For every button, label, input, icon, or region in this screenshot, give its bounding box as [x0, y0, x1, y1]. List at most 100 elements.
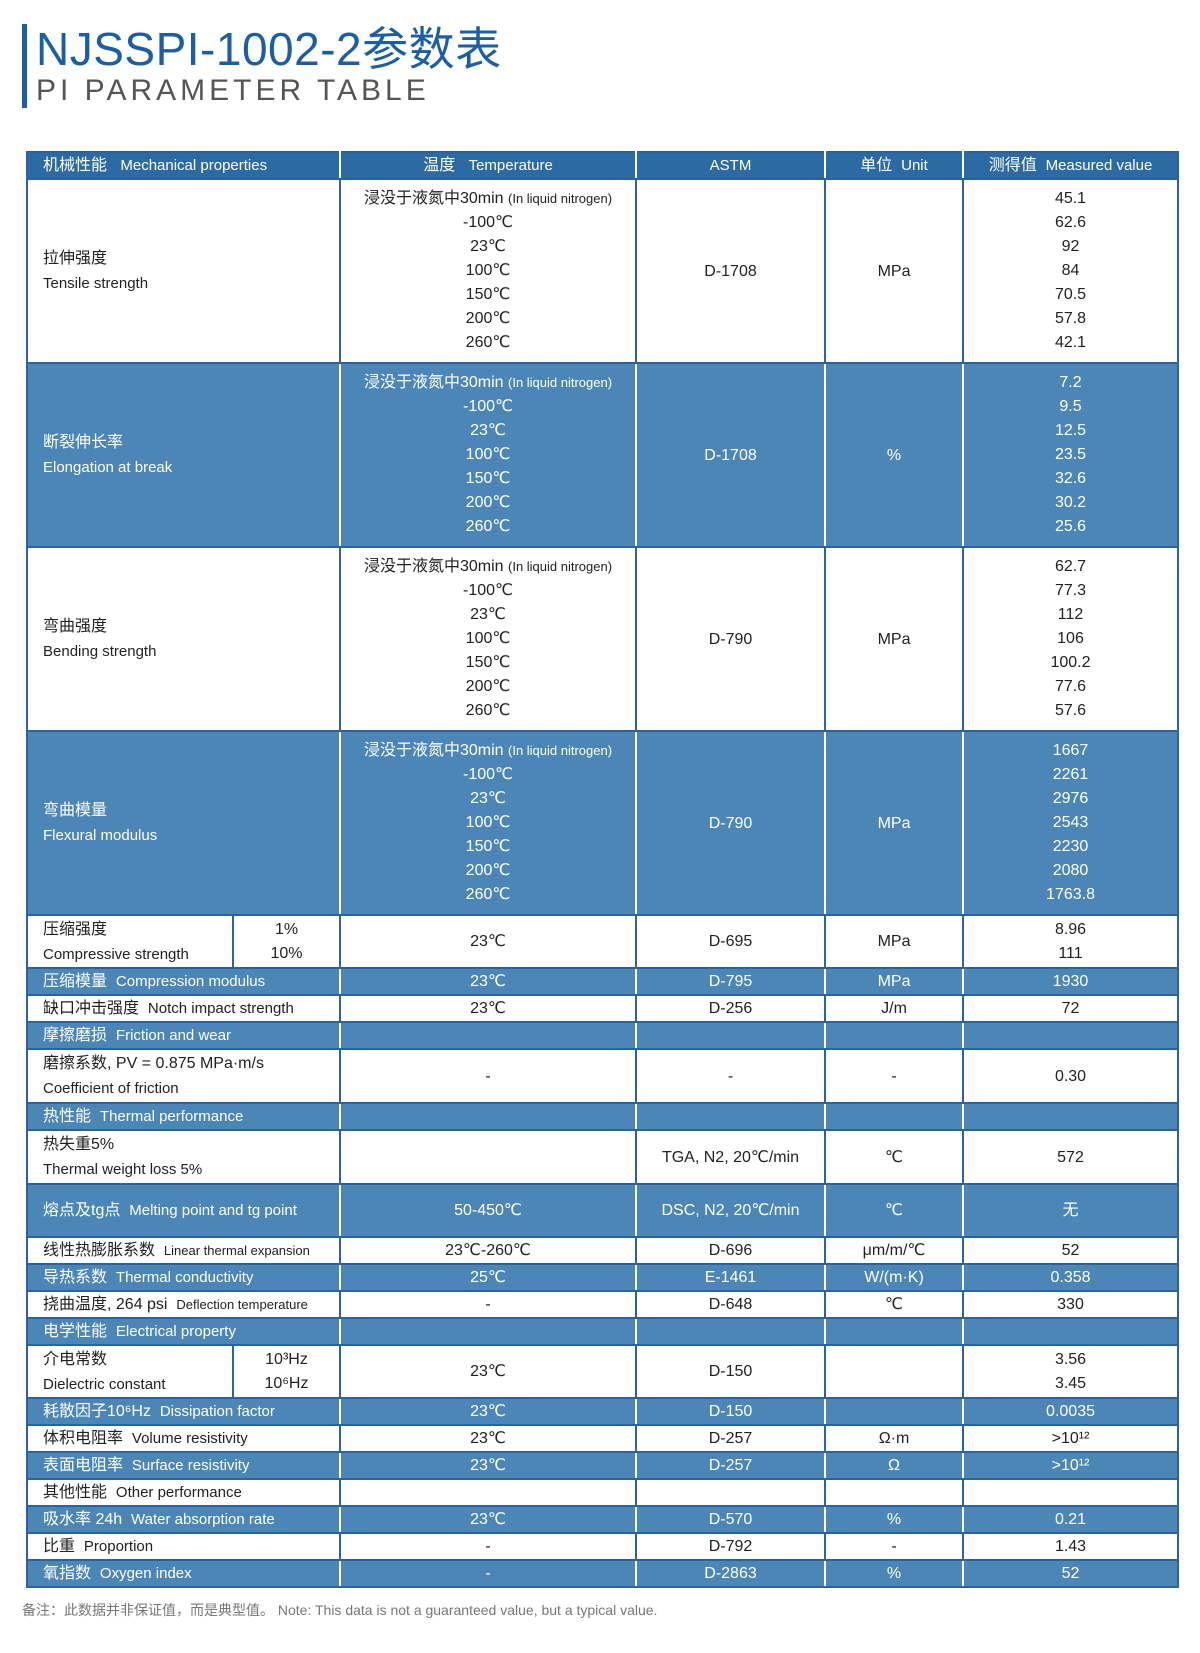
temperature-label: -100℃ — [463, 214, 514, 231]
temperature-value: - — [485, 1067, 491, 1085]
table-row: 缺口冲击强度 Notch impact strength 23℃ D-256 J/m 7… — [25, 994, 1180, 1023]
astm-cell: DSC, N2, 20℃/min — [635, 1183, 827, 1238]
measured-value: 57.8 — [1054, 310, 1087, 327]
property-cell: 体积电阻率 Volume resistivity — [25, 1424, 342, 1453]
column-header-en: ASTM — [709, 157, 752, 174]
property-name-cn: 断裂伸长率 — [43, 434, 124, 451]
property-name-en: Proportion — [83, 1538, 154, 1555]
value-cell: 1667 2261 2976 2543 2230 2080 1763.8 — [962, 730, 1180, 916]
page-subtitle: PI PARAMETER TABLE — [36, 74, 430, 107]
astm-value: D-257 — [708, 1430, 753, 1447]
empty-cell — [962, 1102, 1180, 1131]
astm-cell: D-696 — [635, 1236, 827, 1265]
temperature-value: 25℃ — [470, 1269, 506, 1286]
temperature-label: 100℃ — [465, 630, 511, 647]
table-row: 摩擦磨损 Friction and wear — [25, 1021, 1180, 1050]
astm-cell: D-150 — [635, 1397, 827, 1426]
property-name-cn: 吸水率 24h — [43, 1511, 123, 1528]
property-name-en: Volume resistivity — [131, 1430, 248, 1447]
astm-cell: D-257 — [635, 1424, 827, 1453]
temperature-value: 23℃ — [470, 1403, 506, 1420]
column-header-unit: 单位 Unit — [824, 151, 965, 180]
measured-value: 111 — [1058, 944, 1083, 962]
temperature-value: 23℃ — [470, 1363, 506, 1380]
temperature-value: 23℃-260℃ — [445, 1242, 531, 1259]
section-title-en: Thermal performance — [99, 1108, 244, 1125]
temperature-label: 浸没于液氮中30min — [363, 742, 504, 759]
astm-value: D-696 — [708, 1242, 753, 1259]
section-title-en: Electrical property — [115, 1323, 236, 1340]
unit-value: μm/m/℃ — [862, 1242, 926, 1259]
column-header-cn: 单位 — [860, 157, 893, 174]
measured-value: 72 — [1061, 1000, 1080, 1017]
unit-value: J/m — [881, 1000, 907, 1017]
unit-cell: W/(m·K) — [824, 1263, 965, 1292]
property-name-cn: 缺口冲击强度 — [43, 1000, 140, 1017]
temperature-label: 23℃ — [470, 790, 506, 807]
unit-cell: ℃ — [824, 1290, 965, 1319]
measured-value: 30.2 — [1054, 494, 1087, 511]
temperature-label: 23℃ — [470, 238, 506, 255]
measured-value: 62.6 — [1054, 214, 1087, 231]
temperature-cell: 浸没于液氮中30min (In liquid nitrogen) -100℃ 23℃… — [339, 362, 638, 548]
condition-label: 10³Hz — [265, 1350, 308, 1368]
measured-value: 1.43 — [1054, 1538, 1087, 1555]
property-cell: 弯曲强度 Bending strength — [25, 546, 342, 732]
unit-value: - — [891, 1538, 897, 1555]
property-cell: 表面电阻率 Surface resistivity — [25, 1451, 342, 1480]
measured-value: 无 — [1062, 1202, 1079, 1219]
property-cell: 挠曲温度, 264 psi Deflection temperature — [25, 1290, 342, 1319]
footnote: 备注：此数据并非保证值，而是典型值。 Note: This data is no… — [22, 1602, 658, 1618]
measured-value: 57.6 — [1054, 702, 1087, 719]
property-name-cn: 表面电阻率 — [43, 1457, 124, 1474]
property-cell: 吸水率 24h Water absorption rate — [25, 1505, 342, 1534]
astm-value: D-256 — [708, 1000, 753, 1017]
table-row: 拉伸强度 Tensile strength 浸没于液氮中30min (In liqu… — [25, 178, 1180, 364]
property-name-cn: 比重 — [43, 1538, 76, 1555]
unit-value: Ω — [888, 1457, 900, 1474]
astm-cell: D-2863 — [635, 1559, 827, 1588]
value-cell: 1930 — [962, 967, 1180, 996]
temperature-value: 23℃ — [470, 1511, 506, 1528]
astm-cell: D-256 — [635, 994, 827, 1023]
astm-cell: D-648 — [635, 1290, 827, 1319]
temperature-value: 23℃ — [470, 1457, 506, 1474]
empty-cell — [635, 1317, 827, 1346]
temperature-cell: 浸没于液氮中30min (In liquid nitrogen) -100℃ 23℃… — [339, 546, 638, 732]
unit-value: ℃ — [885, 1148, 903, 1166]
measured-value: 0.358 — [1050, 1269, 1091, 1286]
table-row: 介电常数 Dielectric constant 10³Hz 10⁶Hz 23℃ D-15… — [26, 1344, 1180, 1399]
column-header-cn: 机械性能 — [43, 157, 108, 174]
section-title-cn: 电学性能 — [43, 1323, 108, 1340]
property-cell: 断裂伸长率 Elongation at break — [25, 362, 342, 548]
temperature-cell: - — [339, 1559, 638, 1588]
astm-cell: TGA, N2, 20℃/min — [635, 1129, 827, 1185]
measured-value: 77.3 — [1054, 582, 1087, 599]
temperature-label: -100℃ — [463, 766, 514, 783]
temperature-cell: 23℃ — [339, 914, 638, 969]
temperature-label: 浸没于液氮中30min — [363, 558, 504, 575]
unit-cell: ℃ — [824, 1183, 965, 1238]
property-name-cn: 压缩模量 — [43, 973, 108, 990]
temperature-cell: 50-450℃ — [339, 1183, 638, 1238]
unit-cell: MPa — [824, 178, 965, 364]
empty-cell — [635, 1102, 827, 1131]
table-row: 耗散因子10⁶Hz Dissipation factor 23℃ D-150 0.00… — [25, 1397, 1180, 1426]
value-cell: 62.7 77.3 112 106 100.2 77.6 57.6 — [962, 546, 1180, 732]
table-row: 氧指数 Oxygen index - D-2863% 52 — [25, 1559, 1180, 1588]
value-cell: >10¹² — [962, 1451, 1180, 1480]
value-cell: 0.0035 — [962, 1397, 1180, 1426]
column-header-en: Temperature — [468, 157, 553, 174]
measured-value: 9.5 — [1059, 398, 1082, 415]
column-header-en: Mechanical properties — [120, 157, 268, 174]
temperature-value: - — [485, 1538, 491, 1555]
table-row: 热性能 Thermal performance — [25, 1102, 1180, 1131]
temperature-label: 260℃ — [465, 334, 511, 351]
property-cell: 熔点及tg点 Melting point and tg point — [25, 1183, 342, 1238]
empty-cell — [824, 1478, 965, 1507]
condition-label: 10⁶Hz — [264, 1374, 309, 1392]
table-row: 断裂伸长率 Elongation at break 浸没于液氮中30min (In … — [25, 362, 1180, 548]
empty-cell — [962, 1317, 1180, 1346]
measured-value: 92 — [1061, 238, 1080, 255]
property-name-cn: 介电常数 — [43, 1350, 108, 1368]
